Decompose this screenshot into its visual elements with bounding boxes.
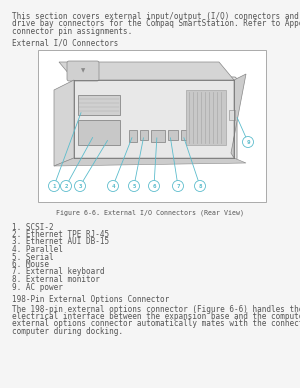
Text: The 198-pin external options connector (Figure 6-6) handles the entire: The 198-pin external options connector (… <box>12 305 300 314</box>
Text: 6: 6 <box>152 184 156 189</box>
Text: 6. Mouse: 6. Mouse <box>12 260 49 269</box>
Text: 3. Ethernet AUI DB-15: 3. Ethernet AUI DB-15 <box>12 237 109 246</box>
Circle shape <box>128 180 140 192</box>
Bar <box>151 130 165 142</box>
Text: 1. SCSI-2: 1. SCSI-2 <box>12 222 54 232</box>
Bar <box>194 130 204 140</box>
Text: 4. Parallel: 4. Parallel <box>12 245 63 254</box>
Circle shape <box>148 180 160 192</box>
Circle shape <box>242 137 253 147</box>
Text: electrical interface between the expansion base and the computer. The: electrical interface between the expansi… <box>12 312 300 321</box>
Text: external options connector automatically mates with the connector on the: external options connector automatically… <box>12 319 300 329</box>
Circle shape <box>74 180 86 192</box>
Text: 198-Pin External Options Connector: 198-Pin External Options Connector <box>12 295 169 304</box>
Text: 2. Ethernet TPE RJ-45: 2. Ethernet TPE RJ-45 <box>12 230 109 239</box>
Bar <box>229 110 235 120</box>
Bar <box>207 130 221 140</box>
FancyBboxPatch shape <box>71 77 237 161</box>
FancyBboxPatch shape <box>67 61 99 81</box>
Bar <box>168 130 178 140</box>
Circle shape <box>49 180 59 192</box>
Text: 8. External monitor: 8. External monitor <box>12 275 100 284</box>
Polygon shape <box>59 62 234 80</box>
Circle shape <box>194 180 206 192</box>
Bar <box>78 120 120 145</box>
Text: 3: 3 <box>78 184 82 189</box>
Text: 9: 9 <box>246 140 250 144</box>
Text: 7: 7 <box>176 184 180 189</box>
Text: External I/O Connectors: External I/O Connectors <box>12 38 119 47</box>
Text: 8: 8 <box>198 184 202 189</box>
Text: 2: 2 <box>64 184 68 189</box>
Text: computer during docking.: computer during docking. <box>12 327 123 336</box>
FancyBboxPatch shape <box>38 50 266 202</box>
Text: 4: 4 <box>111 184 115 189</box>
Text: 5. Serial: 5. Serial <box>12 253 54 262</box>
Polygon shape <box>54 80 74 166</box>
Polygon shape <box>231 74 246 158</box>
Text: 9. AC power: 9. AC power <box>12 282 63 291</box>
Text: ▼: ▼ <box>81 69 85 73</box>
Text: drive bay connectors for the Compaq SmartStation. Refer to Appendix A for: drive bay connectors for the Compaq Smar… <box>12 19 300 28</box>
Bar <box>78 95 120 115</box>
Polygon shape <box>54 158 246 166</box>
Bar <box>181 130 191 140</box>
Text: 1: 1 <box>52 184 56 189</box>
Text: connector pin assignments.: connector pin assignments. <box>12 27 132 36</box>
Bar <box>186 90 226 145</box>
Circle shape <box>172 180 184 192</box>
Text: 5: 5 <box>132 184 136 189</box>
Bar <box>140 130 148 140</box>
Circle shape <box>61 180 71 192</box>
Circle shape <box>107 180 118 192</box>
Text: 7. External keyboard: 7. External keyboard <box>12 267 104 277</box>
Bar <box>129 130 137 142</box>
Text: Figure 6-6. External I/O Connectors (Rear View): Figure 6-6. External I/O Connectors (Rea… <box>56 210 244 217</box>
Text: This section covers external input/output (I/O) connectors and the internal: This section covers external input/outpu… <box>12 12 300 21</box>
